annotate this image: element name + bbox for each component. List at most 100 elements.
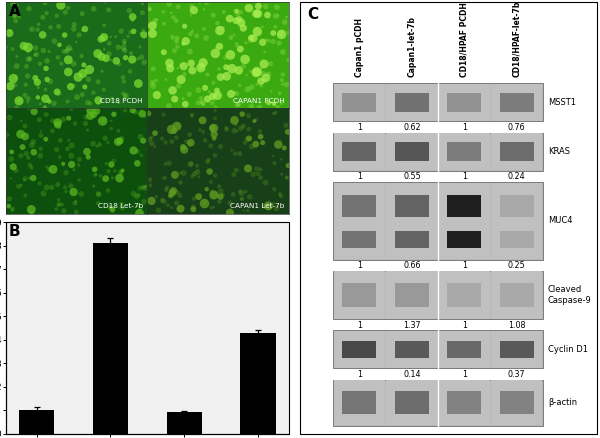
Point — [128, 107, 137, 114]
Point — [203, 95, 212, 102]
Point — [83, 154, 93, 161]
Point — [199, 59, 208, 66]
Point — [206, 178, 216, 185]
Point — [193, 168, 202, 175]
Point — [276, 193, 286, 200]
Point — [200, 200, 209, 207]
Point — [281, 122, 291, 129]
Point — [186, 12, 196, 19]
Point — [244, 113, 253, 120]
Point — [27, 141, 37, 148]
Point — [119, 44, 128, 51]
Point — [41, 95, 50, 102]
Point — [199, 100, 208, 107]
Point — [192, 162, 202, 169]
Point — [167, 126, 176, 133]
Point — [91, 171, 101, 178]
Point — [48, 166, 58, 173]
Point — [214, 183, 224, 190]
Point — [252, 166, 262, 173]
Point — [33, 94, 43, 101]
Text: CAPAN1 PCDH: CAPAN1 PCDH — [233, 98, 284, 104]
Point — [275, 90, 284, 97]
Point — [77, 10, 87, 17]
Point — [271, 23, 280, 30]
Point — [136, 30, 146, 37]
Point — [43, 76, 52, 83]
Point — [255, 70, 265, 77]
Text: 1.08: 1.08 — [508, 321, 526, 330]
Point — [231, 17, 241, 24]
Point — [126, 50, 136, 57]
Text: 1: 1 — [462, 321, 467, 330]
Point — [260, 49, 269, 56]
Point — [152, 77, 161, 84]
Point — [227, 147, 236, 154]
Point — [242, 71, 251, 78]
Point — [21, 81, 31, 88]
Point — [55, 124, 64, 131]
Point — [173, 65, 182, 72]
Point — [73, 74, 83, 81]
Point — [6, 175, 16, 182]
Point — [58, 160, 68, 167]
Point — [216, 74, 226, 81]
Point — [211, 95, 220, 102]
Point — [36, 145, 46, 152]
Point — [31, 74, 40, 81]
Point — [8, 75, 18, 82]
Point — [164, 1, 174, 8]
Point — [25, 162, 35, 169]
Point — [5, 83, 15, 90]
Point — [46, 78, 55, 85]
Text: 0.14: 0.14 — [403, 370, 421, 379]
Point — [16, 117, 26, 124]
Point — [240, 139, 250, 146]
Point — [145, 136, 155, 143]
Point — [176, 76, 186, 83]
Point — [35, 60, 45, 67]
Point — [25, 55, 35, 62]
Point — [119, 78, 128, 85]
Point — [125, 68, 135, 75]
Point — [151, 20, 160, 27]
Point — [232, 8, 241, 15]
Point — [178, 144, 188, 151]
Point — [42, 184, 52, 191]
Point — [67, 142, 77, 149]
Point — [16, 182, 26, 189]
Point — [8, 205, 17, 212]
Point — [176, 170, 185, 177]
Point — [194, 193, 203, 200]
Point — [35, 100, 45, 107]
Point — [41, 65, 51, 72]
Point — [211, 172, 220, 179]
Point — [52, 88, 62, 95]
Point — [150, 130, 160, 137]
Point — [272, 4, 281, 11]
Point — [81, 114, 91, 121]
Point — [53, 119, 62, 126]
Point — [106, 33, 116, 40]
Point — [283, 128, 292, 135]
Point — [257, 24, 267, 31]
Point — [134, 210, 144, 217]
Point — [202, 0, 211, 6]
Point — [69, 188, 79, 195]
Point — [258, 39, 268, 46]
Point — [83, 127, 92, 134]
Point — [170, 95, 179, 102]
Point — [205, 88, 214, 95]
Point — [244, 4, 254, 11]
Point — [178, 95, 188, 102]
Point — [246, 68, 256, 75]
Point — [225, 15, 235, 22]
Point — [77, 91, 87, 98]
Point — [35, 180, 44, 187]
Point — [264, 37, 274, 44]
Point — [109, 157, 118, 164]
Point — [232, 42, 241, 49]
Point — [64, 68, 73, 75]
Point — [56, 2, 65, 9]
Point — [254, 104, 264, 111]
